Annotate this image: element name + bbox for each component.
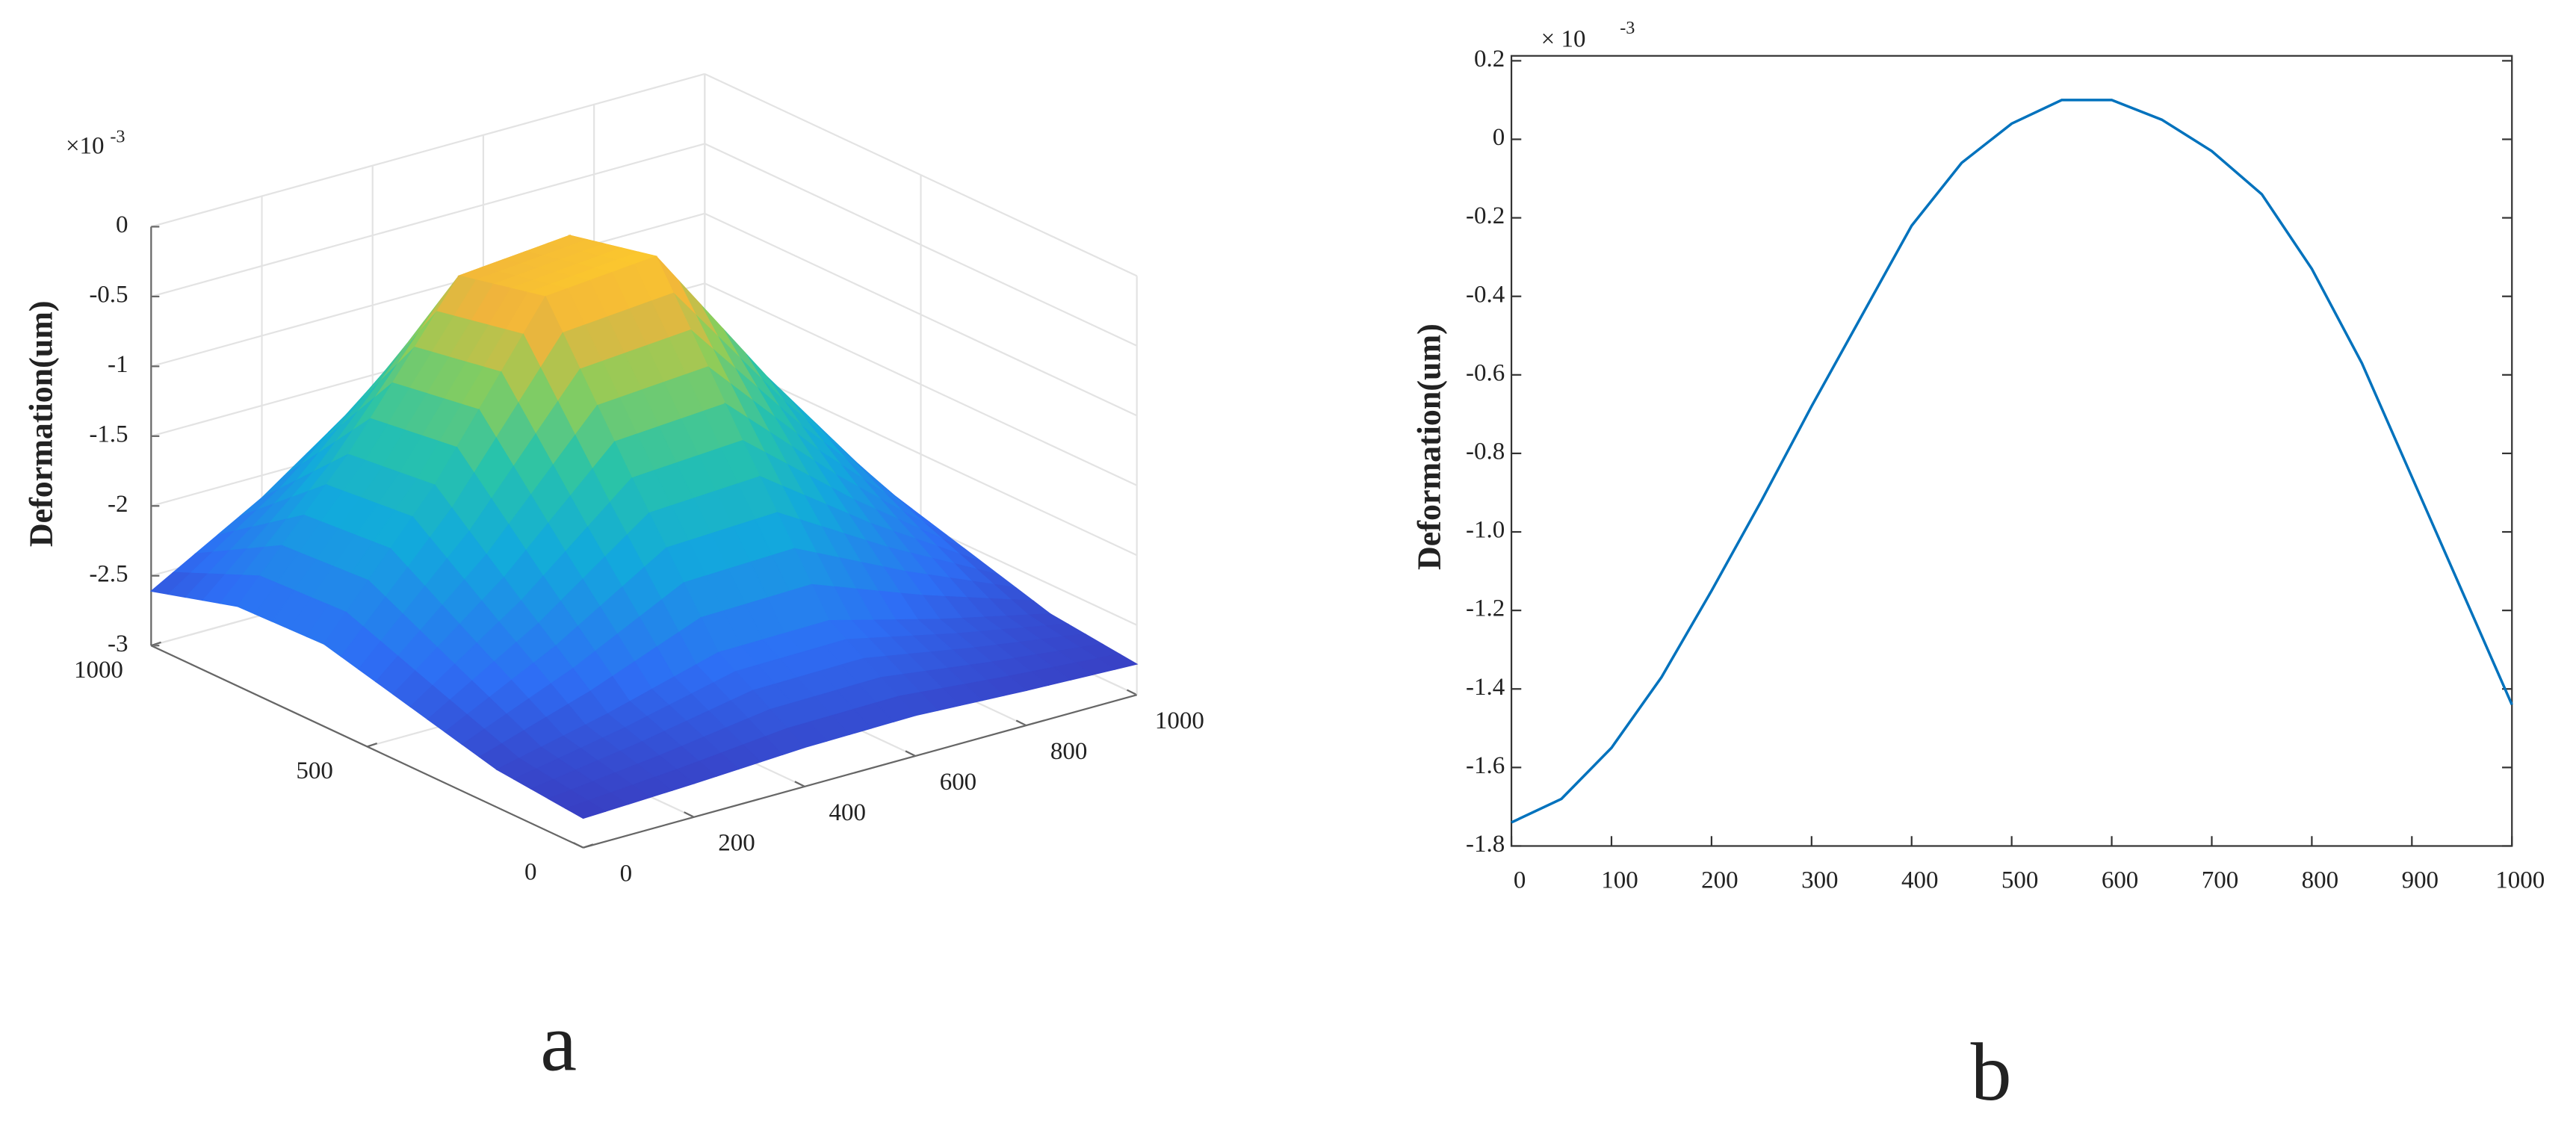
tick-mark xyxy=(150,641,161,647)
z-tick-label: -0.5 xyxy=(89,281,128,308)
tick-mark xyxy=(794,781,805,787)
x-tick-label: 800 xyxy=(2302,867,2338,893)
z-tick-label: -2.5 xyxy=(89,560,128,587)
x-tick-label: 1000 xyxy=(1155,707,1204,734)
y-tick-label: -0.8 xyxy=(1466,438,1505,465)
grid-line xyxy=(151,72,705,228)
tick-mark xyxy=(1127,689,1138,696)
x-tick-label: 200 xyxy=(1701,867,1738,893)
tick-mark xyxy=(367,742,378,748)
x-tick-label: 600 xyxy=(940,769,976,796)
y-tick-label: -0.4 xyxy=(1466,281,1505,308)
exponent: -3 xyxy=(1620,18,1635,38)
y-tick-label: -1.0 xyxy=(1466,517,1505,544)
y-tick-label: -1.4 xyxy=(1466,674,1505,701)
y-axis-label: Deformation(um) xyxy=(1411,323,1448,570)
panel-label: b xyxy=(1971,1026,2012,1118)
x-tick-label: 300 xyxy=(1801,867,1838,893)
x-tick-label: 600 xyxy=(2102,867,2138,893)
grid-line xyxy=(151,212,705,368)
x-tick-label: 100 xyxy=(1601,867,1638,893)
y-tick-label: 0 xyxy=(1493,124,1505,151)
plot-frame xyxy=(1510,55,2513,847)
y-tick-label: 0 xyxy=(524,858,536,885)
x-tick-label: 500 xyxy=(2001,867,2038,893)
surface-patch xyxy=(564,800,607,819)
x-axis xyxy=(583,694,1137,849)
x-tick-label: 1000 xyxy=(2495,867,2545,893)
multiplier: × 10 xyxy=(1541,26,1586,53)
data-line xyxy=(1511,99,2513,824)
tick-mark xyxy=(905,750,916,757)
y-tick-label: -0.2 xyxy=(1466,202,1505,229)
y-tick-label: -1.6 xyxy=(1466,752,1505,779)
y-tick-label: -0.6 xyxy=(1466,359,1505,386)
x-tick-label: 0 xyxy=(1514,867,1526,893)
x-tick-label: 800 xyxy=(1050,738,1087,765)
y-tick-label: 0.2 xyxy=(1474,46,1505,72)
z-tick-label: -2 xyxy=(108,491,128,518)
x-tick-label: 400 xyxy=(829,799,866,826)
y-axis xyxy=(150,645,584,849)
multiplier: ×10 xyxy=(66,132,105,159)
x-tick-label: 400 xyxy=(1901,867,1938,893)
x-tick-label: 200 xyxy=(718,830,755,857)
x-tick-label: 0 xyxy=(620,861,632,887)
x-tick-label: 900 xyxy=(2402,867,2439,893)
z-tick-label: -3 xyxy=(108,630,128,657)
y-tick-label: 500 xyxy=(296,757,332,784)
panel-label: a xyxy=(540,997,577,1088)
z-tick-label: -1 xyxy=(108,351,128,378)
z-tick-label: -1.5 xyxy=(89,421,128,447)
tick-mark xyxy=(684,811,695,818)
y-tick-label: -1.2 xyxy=(1466,595,1505,622)
grid-line xyxy=(151,143,705,297)
x-tick-label: 700 xyxy=(2202,867,2238,893)
exponent: -3 xyxy=(110,126,125,146)
tick-mark xyxy=(1015,719,1027,727)
z-axis-label: Deformation(um) xyxy=(22,300,59,547)
z-tick-label: 0 xyxy=(116,211,128,238)
y-tick-label: 1000 xyxy=(74,657,123,684)
y-tick-label: -1.8 xyxy=(1466,831,1505,858)
